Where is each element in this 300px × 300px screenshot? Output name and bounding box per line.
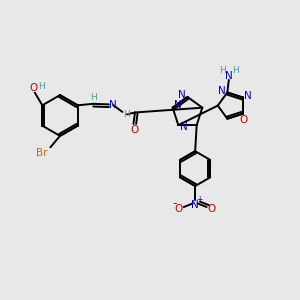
- Text: -: -: [172, 197, 177, 211]
- Text: N: N: [225, 71, 233, 81]
- Text: N: N: [178, 89, 186, 100]
- Text: N: N: [191, 200, 199, 210]
- Text: N: N: [180, 122, 188, 132]
- Text: O: O: [208, 204, 216, 214]
- Text: Br: Br: [36, 148, 48, 158]
- Text: O: O: [239, 115, 248, 125]
- Text: N: N: [244, 91, 252, 101]
- Text: H: H: [124, 110, 130, 119]
- Text: H: H: [219, 66, 226, 75]
- Text: H: H: [232, 66, 239, 75]
- Text: H: H: [38, 82, 45, 91]
- Text: O: O: [130, 125, 139, 136]
- Text: N: N: [218, 86, 226, 96]
- Text: N: N: [174, 100, 182, 110]
- Text: N: N: [109, 100, 117, 110]
- Text: +: +: [196, 195, 203, 204]
- Text: O: O: [175, 204, 183, 214]
- Text: O: O: [30, 82, 38, 93]
- Text: H: H: [91, 93, 97, 102]
